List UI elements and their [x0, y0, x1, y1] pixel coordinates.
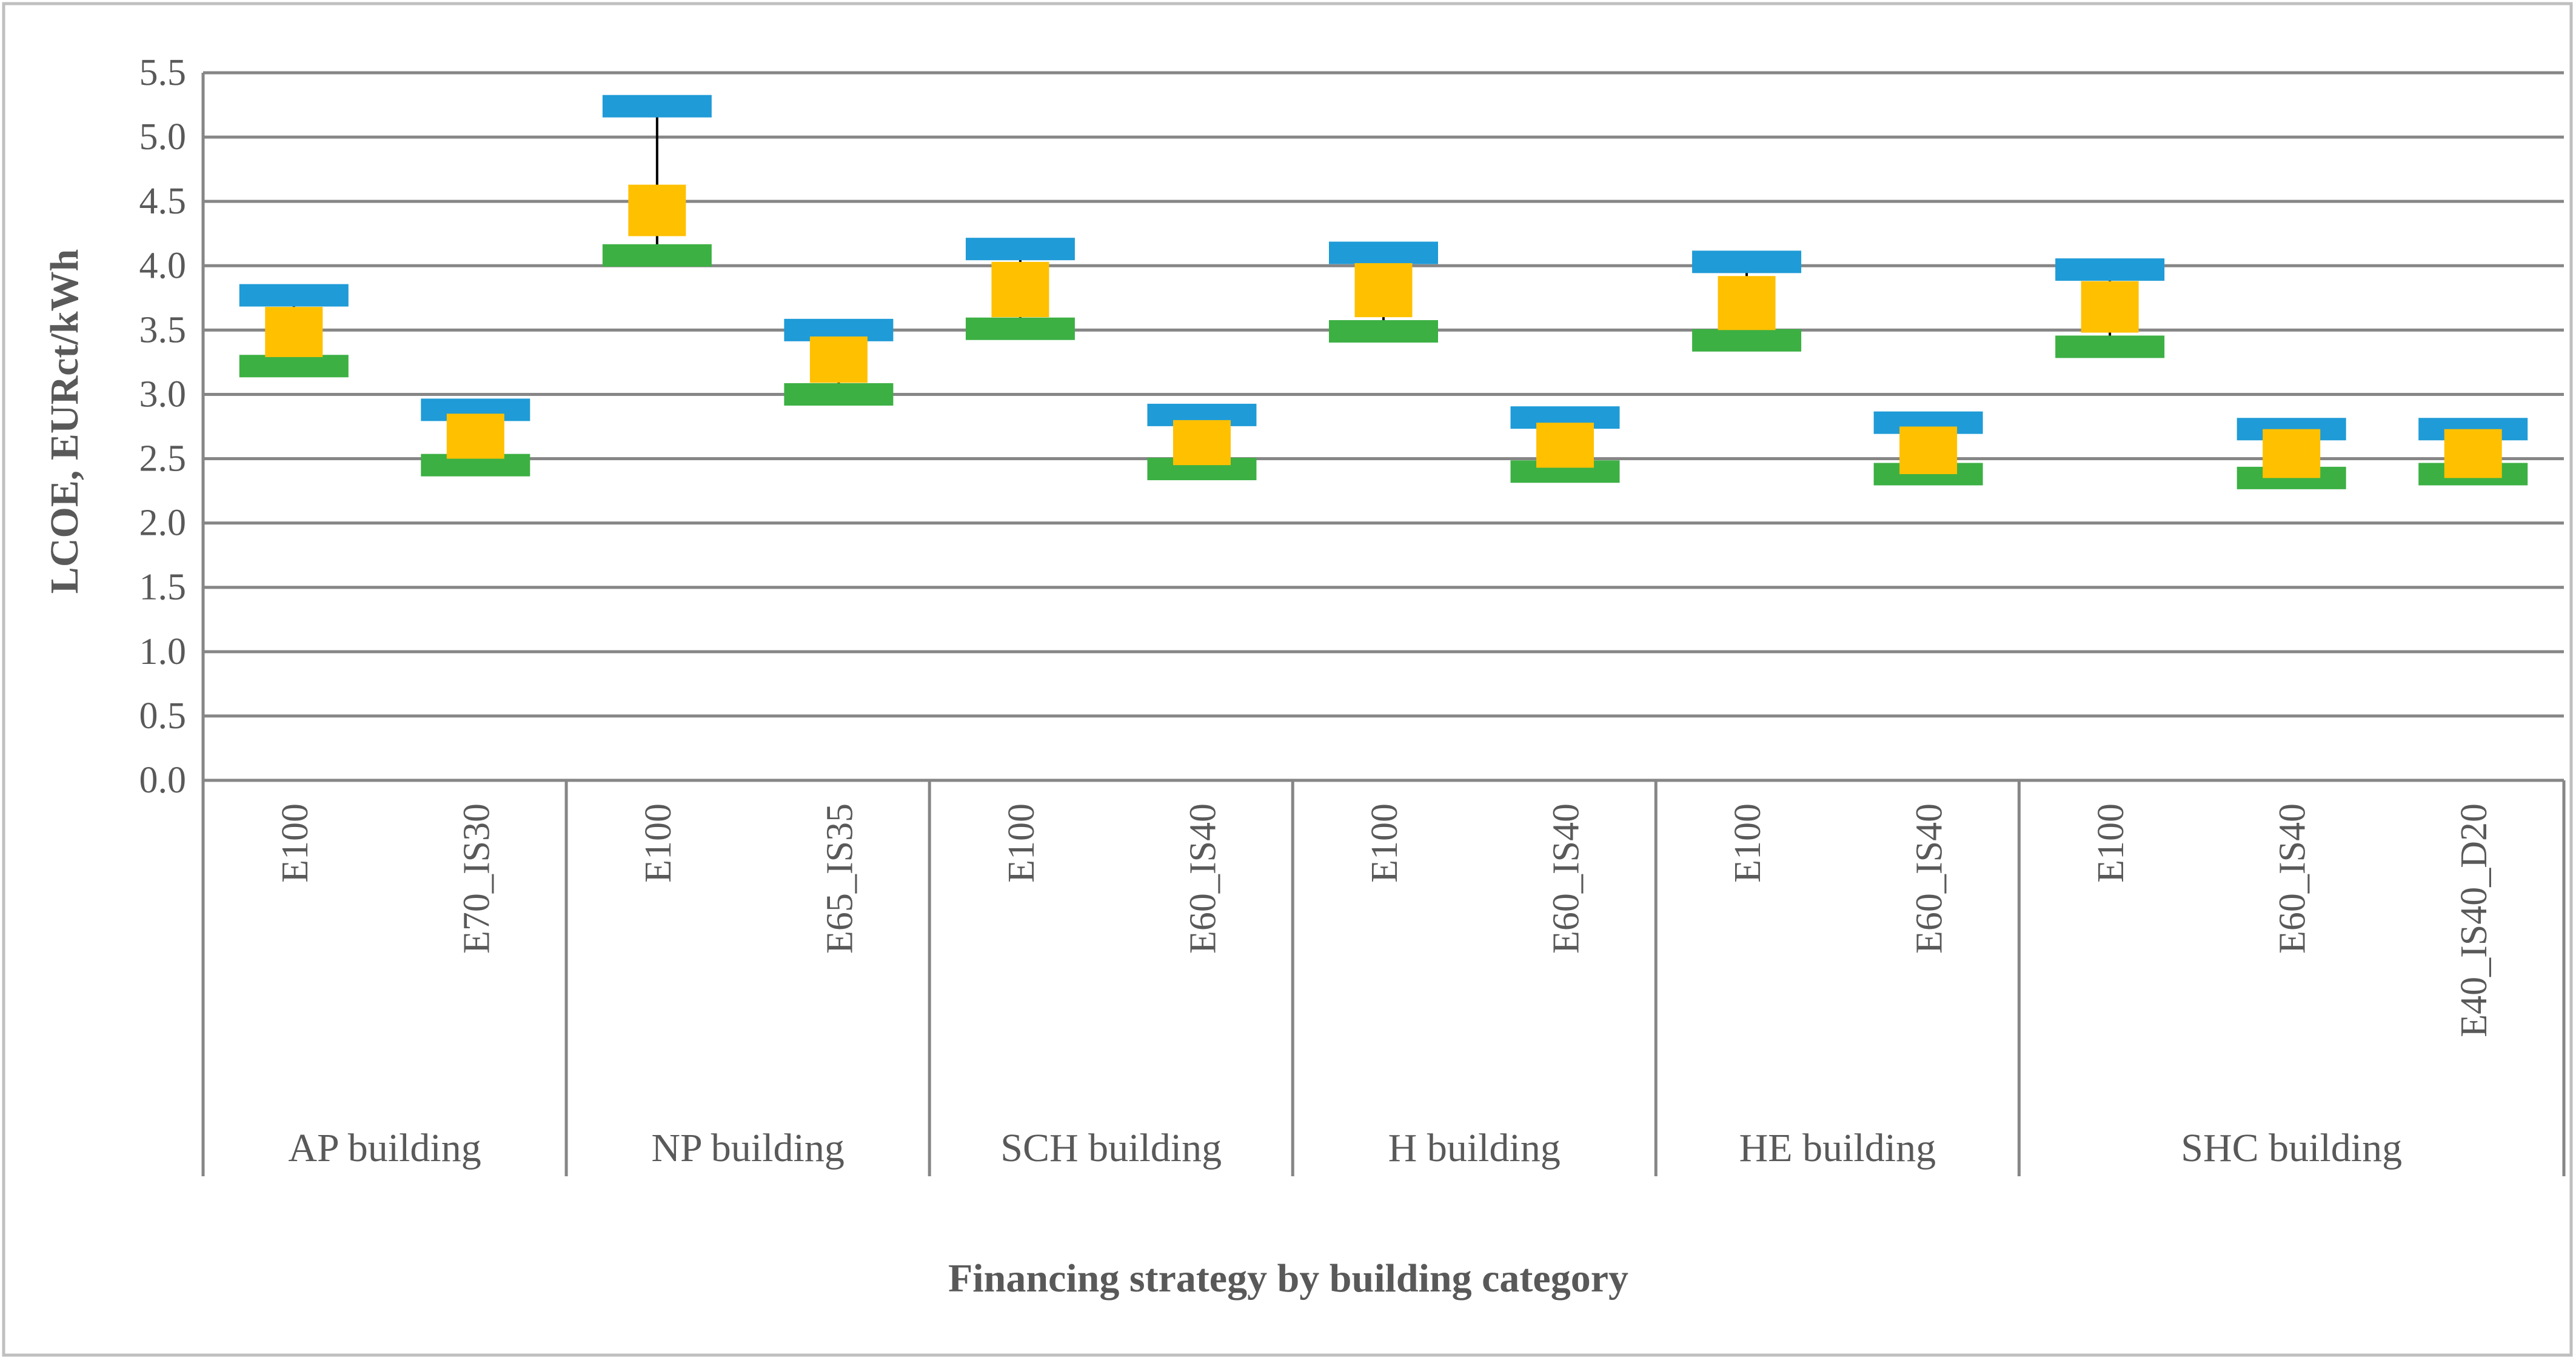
x-category-label: E100 — [275, 803, 316, 883]
high-value-bar — [965, 238, 1075, 261]
x-category-label: E60_IS40 — [1909, 803, 1950, 954]
x-category-label: E100 — [2090, 803, 2132, 883]
group-label: SCH building — [1000, 1126, 1222, 1170]
mid-range-box — [2081, 281, 2139, 333]
mid-range-box — [628, 184, 686, 236]
low-value-bar — [2055, 335, 2165, 358]
mid-range-box — [991, 261, 1049, 318]
y-tick-label: 2.5 — [139, 438, 187, 480]
axis-labels: 0.0 0.5 1.0 1.5 2.0 2.5 3.0 3.5 4.0 4.5 5.0 5.5 AP b… — [139, 52, 2495, 1170]
y-tick-label: 5.0 — [139, 116, 187, 158]
x-category-label: E100 — [638, 803, 679, 883]
y-tick-label: 1.5 — [139, 567, 187, 608]
y-tick-label: 4.5 — [139, 181, 187, 222]
low-value-bar — [784, 383, 894, 406]
x-category-label: E40_IS40_D20 — [2454, 803, 2495, 1037]
high-value-bar — [1692, 250, 1802, 273]
x-category-label: E60_IS40 — [1182, 803, 1223, 954]
y-tick-label: 5.5 — [139, 52, 187, 93]
chart-marks — [239, 95, 2528, 489]
low-value-bar — [239, 355, 349, 378]
axes — [201, 73, 2566, 1176]
mid-range-box — [2444, 429, 2502, 478]
x-category-label: E100 — [1001, 803, 1042, 883]
x-category-label: E60_IS40 — [2272, 803, 2313, 954]
mid-range-box — [1718, 276, 1776, 330]
low-value-bar — [965, 317, 1075, 340]
y-tick-label: 0.5 — [139, 695, 187, 737]
x-category-label: E100 — [1364, 803, 1405, 883]
x-category-label: E100 — [1727, 803, 1768, 883]
y-tick-label: 0.0 — [139, 760, 187, 801]
mid-range-box — [1536, 423, 1594, 468]
mid-range-box — [446, 414, 504, 459]
x-category-label: E60_IS40 — [1546, 803, 1587, 954]
mid-range-box — [2263, 429, 2321, 478]
y-axis-title: LCOE, EURct/kWh — [42, 249, 87, 594]
high-value-bar — [239, 284, 349, 307]
mid-range-box — [1899, 426, 1958, 475]
y-tick-label: 4.0 — [139, 245, 187, 286]
y-tick-label: 2.0 — [139, 503, 187, 544]
group-label: H building — [1388, 1126, 1561, 1170]
mid-range-box — [1354, 263, 1413, 318]
group-label: NP building — [651, 1126, 844, 1170]
y-tick-label: 3.0 — [139, 373, 187, 415]
x-category-label: E70_IS30 — [456, 803, 497, 954]
mid-range-box — [265, 307, 323, 357]
mid-range-box — [1173, 420, 1231, 466]
group-label: AP building — [288, 1126, 481, 1170]
mid-range-box — [809, 336, 868, 383]
y-tick-label: 3.5 — [139, 309, 187, 350]
group-label: SHC building — [2181, 1126, 2402, 1170]
high-value-bar — [2055, 258, 2165, 281]
high-value-bar — [602, 95, 712, 118]
high-value-bar — [1329, 241, 1438, 264]
x-axis-title: Financing strategy by building category — [948, 1256, 1628, 1301]
x-category-label: E65_IS35 — [819, 803, 860, 954]
low-value-bar — [1692, 329, 1802, 352]
low-value-bar — [602, 244, 712, 267]
y-tick-label: 1.0 — [139, 631, 187, 672]
low-value-bar — [1329, 320, 1438, 343]
group-label: HE building — [1739, 1126, 1936, 1170]
